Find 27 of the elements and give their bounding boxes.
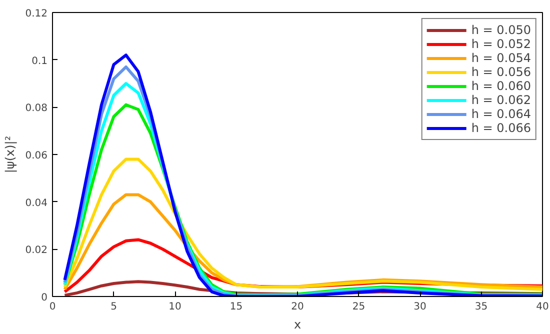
legend-label: h = 0.056: [471, 65, 531, 79]
x-axis-title: x: [294, 318, 302, 332]
y-tick-label: 0.1: [32, 56, 48, 67]
y-tick-label: 0.12: [25, 8, 48, 20]
y-axis-title: |ψ(x)|²: [3, 136, 18, 174]
x-tick-label: 15: [230, 302, 243, 312]
y-tick-label: 0.08: [25, 103, 48, 114]
legend-label: h = 0.064: [471, 107, 531, 121]
x-tick-label: 35: [474, 302, 488, 312]
x-tick-label: 10: [168, 302, 182, 312]
legend-label: h = 0.066: [471, 121, 531, 135]
x-tick-label: 30: [414, 302, 426, 312]
y-tick-label: 0.02: [25, 245, 48, 256]
line-series: [63, 158, 542, 291]
legend-label: h = 0.050: [471, 23, 531, 37]
legend-label: h = 0.052: [471, 37, 531, 51]
x-tick-label: 0: [49, 302, 56, 312]
legend-label: h = 0.060: [471, 79, 531, 93]
y-tick-label: 0.06: [25, 150, 48, 162]
legend-label: h = 0.054: [471, 51, 531, 65]
x-tick-label: 25: [352, 302, 366, 312]
y-tick-label: 0.04: [25, 198, 48, 209]
x-tick-label: 5: [110, 302, 117, 312]
x-tick-label: 20: [291, 302, 304, 312]
y-tick-label: 0: [41, 292, 48, 304]
x-tick-label: 40: [536, 302, 549, 312]
legend-label: h = 0.062: [471, 93, 531, 107]
